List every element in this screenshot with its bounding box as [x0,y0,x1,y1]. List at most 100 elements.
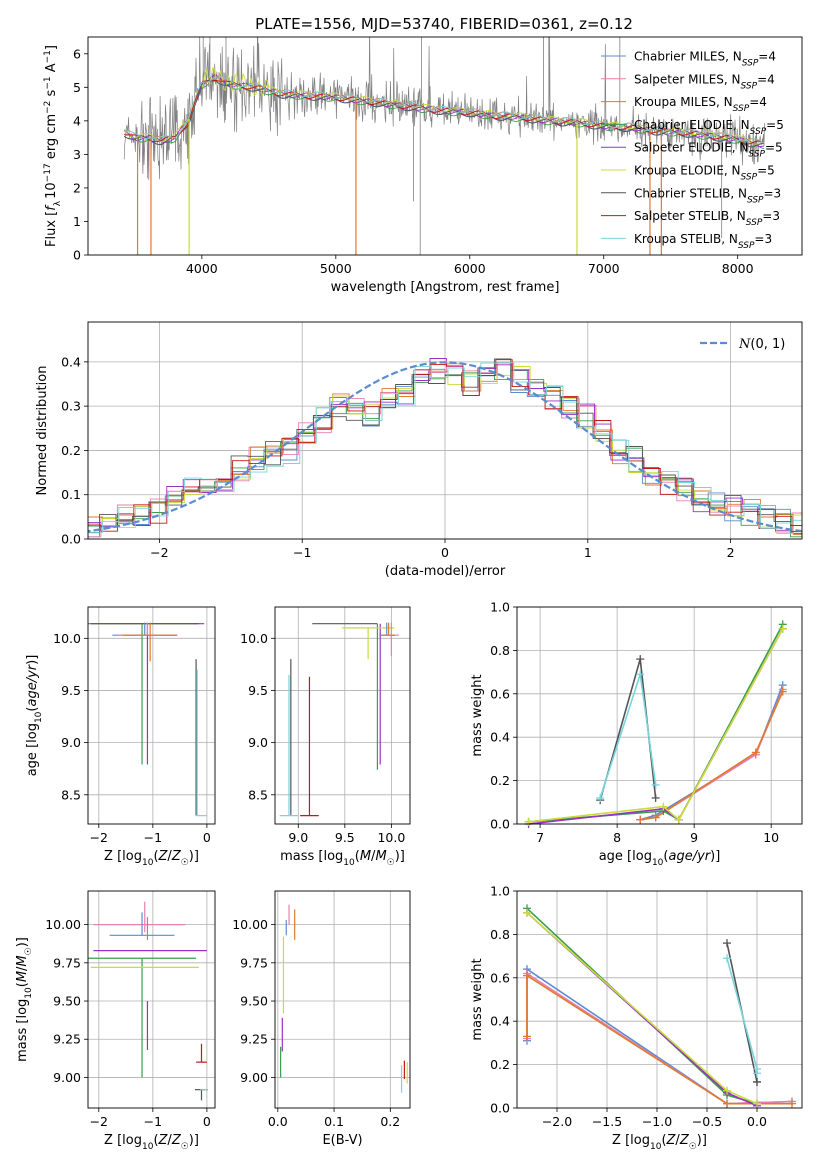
label-part: ( [25,707,40,712]
label-part: / [167,1133,172,1148]
label-part: / [167,849,172,864]
label-part: A [44,63,59,76]
y-tick-label: 0.6 [490,686,510,701]
label-part: 10 [44,182,59,199]
label-part: Z [171,849,182,864]
x-tick-label: 9.0 [288,830,308,845]
legend-label: N(0, 1) [738,337,785,352]
label-part: ( [663,849,668,864]
label-part: 10 [343,858,355,868]
x-tick-label: 0 [203,830,211,845]
y-tick-label: 0.2 [490,773,510,788]
label-part: ( [153,1133,158,1148]
age_vs_mass-frame [274,606,411,825]
y-tick-label: 0 [73,248,81,263]
y-tick-label: 9.00 [240,1070,268,1085]
model-line [124,76,765,144]
label-part: −1 [43,76,53,89]
label-part: )] [189,849,199,864]
label-part: f [44,204,59,211]
label-part: wavelength [Angstrom, rest frame] [331,280,560,295]
label-part: 10 [142,858,154,868]
label-part: Z [679,1133,690,1148]
y-tick-label: 8.5 [61,787,81,802]
age-vs-mass-xlabel: mass [log10(M/M☉)] [280,849,405,868]
x-tick-label: 0 [203,1114,211,1129]
mass_vs_Z-plot [88,901,208,1101]
age_vs_mass-plot [279,622,399,817]
label-part: mass [log [15,999,30,1062]
legend-label-base: Salpeter ELODIE, N [634,141,748,155]
label-part: Normed distribution [35,366,50,496]
mass-vs-Z-xlabel: Z [log10(Z/Z☉)] [104,1133,199,1152]
age-vs-Z-xlabel: Z [log10(Z/Z☉)] [104,849,199,868]
legend-label: Kroupa STELIB, NSSP=3 [634,232,772,251]
x-tick-label: 10 [763,830,779,845]
label-part: )] [395,849,405,864]
histogram-step [88,358,802,534]
histogram-step [88,362,802,533]
label-part: 10 [142,1142,154,1152]
legend-label: Chabrier STELIB, NSSP=3 [634,186,781,205]
legend-label-sub: SSP [741,173,758,183]
mass_vs_EBV-frame [274,890,411,1109]
legend-label-sub: SSP [742,59,759,69]
age_vs_Z-frame [87,606,216,825]
x-tick-label: −2 [90,1114,108,1129]
weight_vs_Z-plot [523,904,796,1110]
label-part: Z [log [612,1133,650,1148]
x-tick-label: −1.5 [592,1114,622,1129]
x-tick-label: 9 [690,830,698,845]
weight_vs_age-frame [516,606,803,825]
mass_vs_Z-frame [87,890,216,1109]
weight_vs_age-plot [524,620,787,828]
y-tick-label: 0.2 [61,443,81,458]
label-part: mass [log [280,849,343,864]
label-part: )] [710,849,720,864]
label-part: ] [44,45,59,50]
legend-label-args: (0, 1) [750,337,785,352]
y-tick-label: 4 [73,113,81,128]
x-tick-label: 8000 [722,261,754,276]
label-part: erg cm [44,114,59,163]
spectrum-ylabel: Flux [fλ10−17 erg cm−2 s−1 A−1] [43,45,63,247]
age_vs_Z-plot [88,622,207,817]
y-tick-label: 9.75 [53,955,81,970]
x-tick-label: −2 [90,830,108,845]
legend-label-base: Kroupa ELODIE, N [634,164,741,178]
legend-label-base: Chabrier STELIB, N [634,186,747,200]
x-tick-label: 4000 [186,261,218,276]
y-tick-label: 0.8 [490,643,510,658]
x-tick-label: 0 [441,545,449,560]
x-tick-label: 0.0 [268,1114,288,1129]
y-tick-label: 0.0 [490,1101,510,1116]
y-tick-label: 0.4 [490,1014,510,1029]
label-part: )] [15,937,30,947]
weight-vs-Z-xlabel: Z [log10(Z/Z☉)] [612,1133,707,1152]
label-part: M [375,849,386,864]
age_vs_mass-axes: 9.0 9.5 10.0 8.5 9.0 9.5 10.0 [240,607,410,845]
spectrum-plot [123,37,765,255]
legend-label-base: Chabrier MILES, N [634,50,742,64]
x-tick-label: −1 [144,830,162,845]
residuals-plot [88,358,802,538]
weight-line [528,628,784,823]
spectrum-frame [87,36,803,256]
weight-line [726,958,758,1074]
legend-label: Salpeter MILES, NSSP=4 [634,72,775,91]
legend-label: Salpeter STELIB, NSSP=3 [634,209,780,228]
legend-label-tail: =5 [766,118,784,132]
y-tick-label: 0.3 [61,399,81,414]
label-part: ☉ [181,1142,189,1152]
weight_vs_Z-axes: −2.0 −1.5 −1.0 −0.5 0.0 0.0 0.2 0.4 0.6 0.8 1.0 [490,884,802,1129]
label-part: ☉ [387,858,395,868]
y-tick-label: 8.5 [248,787,268,802]
legend-label-base: Chabrier ELODIE, N [634,118,750,132]
legend-label-sub: SSP [747,195,764,205]
label-part: age/yr [668,849,711,864]
label-part: M [360,849,371,864]
y-tick-label: 0.0 [61,532,81,547]
y-tick-label: 9.5 [248,683,268,698]
y-tick-label: 10.0 [240,631,268,646]
